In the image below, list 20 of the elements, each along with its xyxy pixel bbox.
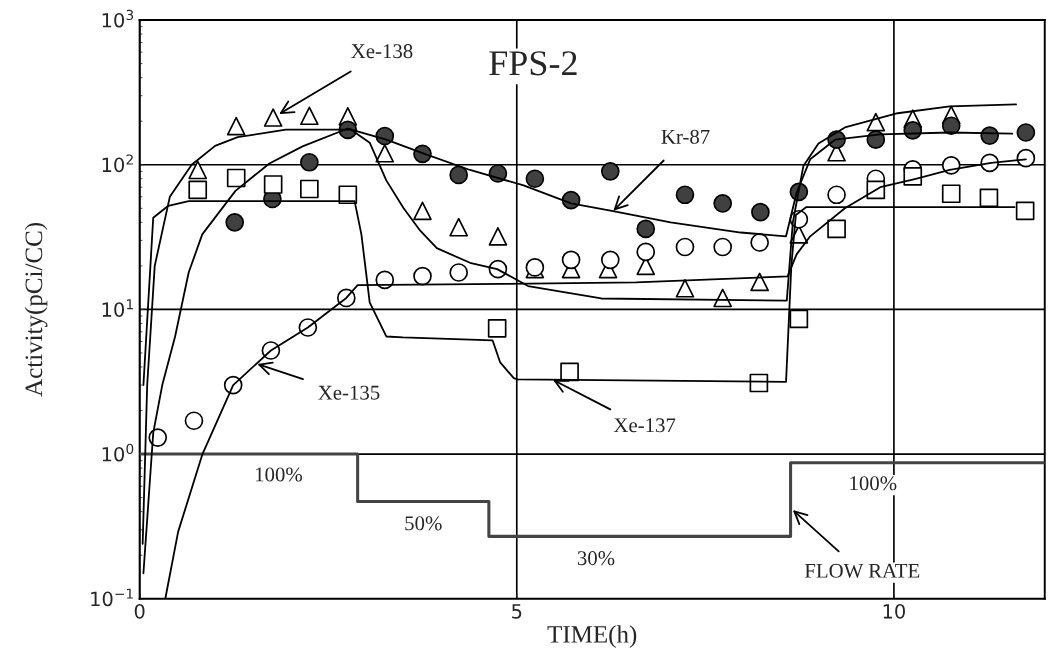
annotation: 30% [577,551,615,566]
annotation: 50% [405,516,442,531]
annotation: FLOW RATE [804,563,920,578]
y-tick-label: 10$^{1}$ [102,299,133,317]
annotation: Kr-87 [661,129,710,144]
annotation: Xe-135 [318,385,380,400]
annotation: 100% [255,467,303,482]
text: FPS-2 [489,51,577,76]
annotation: 100% [850,476,897,491]
annotation: Xe-138 [351,44,413,59]
y-tick-label: 10$^{−1}$ [91,588,133,607]
x-tick-label: 5 [512,604,522,619]
y-tick-label: 10$^{0}$ [102,443,134,462]
y-axis-title: Activity(pCi/CC) [24,223,48,397]
x-axis-title: TIME(h) [547,625,637,648]
x-tick-label: 0 [134,603,145,619]
x-tick-label: 10 [883,603,905,619]
annotation: Xe-137 [613,418,676,433]
y-tick-label: 10$^{2}$ [102,154,133,173]
y-tick-label: 10$^{3}$ [102,9,134,28]
